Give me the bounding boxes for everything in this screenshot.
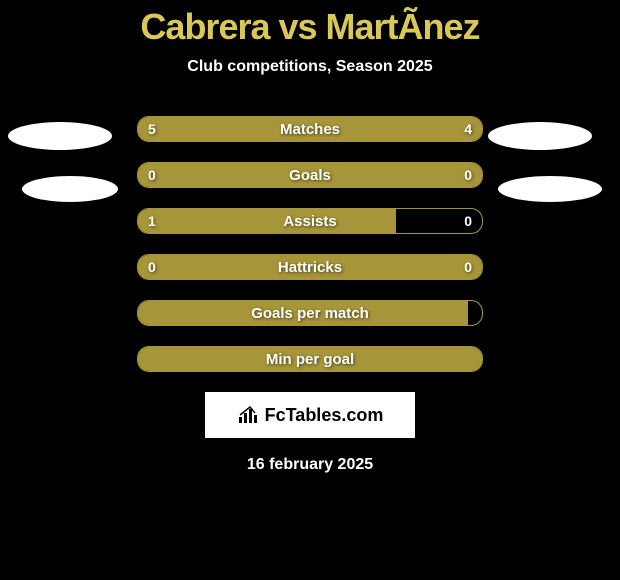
page-title: Cabrera vs MartÃnez [0,0,620,48]
stat-value-right: 0 [464,209,472,233]
stat-value-right: 0 [464,255,472,279]
date-label: 16 february 2025 [0,456,620,474]
stat-label: Goals per match [138,301,482,325]
avatar-placeholder [498,176,602,202]
stat-value-right: 0 [464,163,472,187]
stat-row: Matches5 4 [137,116,483,142]
chart-icon [237,405,261,425]
page-subtitle: Club competitions, Season 2025 [0,58,620,76]
stat-value-left: 0 [148,163,156,187]
stat-value-right: 4 [464,117,472,141]
stat-row: Goals per match [137,300,483,326]
avatar-placeholder [488,122,592,150]
logo-text: FcTables.com [265,405,384,426]
stat-row: Goals0 0 [137,162,483,188]
stat-row: Hattricks0 0 [137,254,483,280]
stat-label: Goals [138,163,482,187]
fctables-logo: FcTables.com [205,392,415,438]
stat-value-left: 0 [148,255,156,279]
stat-label: Hattricks [138,255,482,279]
stat-label: Assists [138,209,482,233]
comparison-chart: Matches54Goals00Assists10Hattricks00Goal… [137,116,483,372]
avatar-placeholder [22,176,118,202]
stat-row: Min per goal [137,346,483,372]
stat-label: Matches [138,117,482,141]
avatar-placeholder [8,122,112,150]
stat-label: Min per goal [138,347,482,371]
stat-value-left: 1 [148,209,156,233]
stat-value-left: 5 [148,117,156,141]
stat-row: Assists1 0 [137,208,483,234]
